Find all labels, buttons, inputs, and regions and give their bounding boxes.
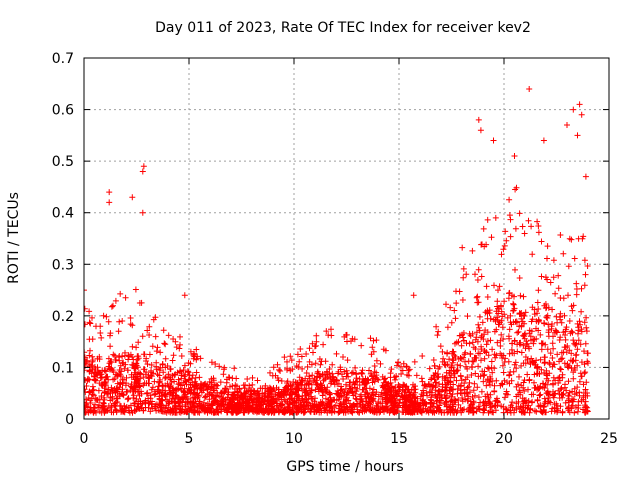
y-tick-label: 0.1	[52, 360, 74, 376]
outlier-point-0	[84, 287, 87, 294]
outlier-point-11	[490, 137, 497, 144]
outlier-point-2	[106, 199, 113, 206]
x-tick-label: 15	[390, 431, 408, 447]
outlier-point-14	[540, 137, 547, 144]
x-tick-label: 0	[80, 431, 89, 447]
y-tick-label: 0.3	[52, 257, 74, 273]
outlier-point-1	[106, 189, 113, 196]
outlier-point-16	[570, 106, 577, 113]
x-axis-label: GPS time / hours	[286, 459, 403, 475]
outlier-point-17	[576, 101, 583, 108]
y-tick-label: 0.7	[52, 51, 74, 67]
outlier-point-5	[140, 163, 147, 170]
outlier-point-3	[129, 194, 136, 201]
x-tick-label: 10	[285, 431, 303, 447]
outlier-point-20	[582, 173, 589, 180]
x-tick-label: 5	[185, 431, 194, 447]
outlier-point-12	[511, 152, 518, 159]
outlier-point-4	[139, 168, 146, 175]
outlier-point-9	[475, 116, 482, 123]
y-tick-label: 0.6	[52, 103, 74, 119]
outlier-point-8	[410, 292, 417, 299]
outlier-point-7	[181, 292, 188, 299]
data-points	[84, 85, 591, 416]
x-tick-label: 20	[495, 431, 513, 447]
outlier-point-18	[578, 111, 585, 118]
y-tick-label: 0	[65, 412, 74, 428]
chart-title: Day 011 of 2023, Rate Of TEC Index for r…	[155, 20, 531, 36]
outlier-point-6	[139, 209, 146, 216]
y-tick-label: 0.5	[52, 154, 74, 170]
outlier-point-15	[564, 122, 570, 129]
outlier-point-13	[526, 85, 533, 92]
x-tick-label: 25	[600, 431, 618, 447]
axis-ticks: 0 5 10 15 20 25 0 0.1 0.2 0.3 0.4 0.5 0.6 0.7	[52, 51, 618, 447]
plot-frame	[83, 57, 610, 420]
outlier-point-19	[574, 132, 581, 139]
roti-point-cloud	[84, 184, 591, 416]
y-tick-label: 0.2	[52, 309, 74, 325]
y-axis-label: ROTI / TECUs	[6, 192, 22, 284]
outlier-point-10	[477, 127, 484, 134]
y-tick-label: 0.4	[52, 206, 74, 222]
